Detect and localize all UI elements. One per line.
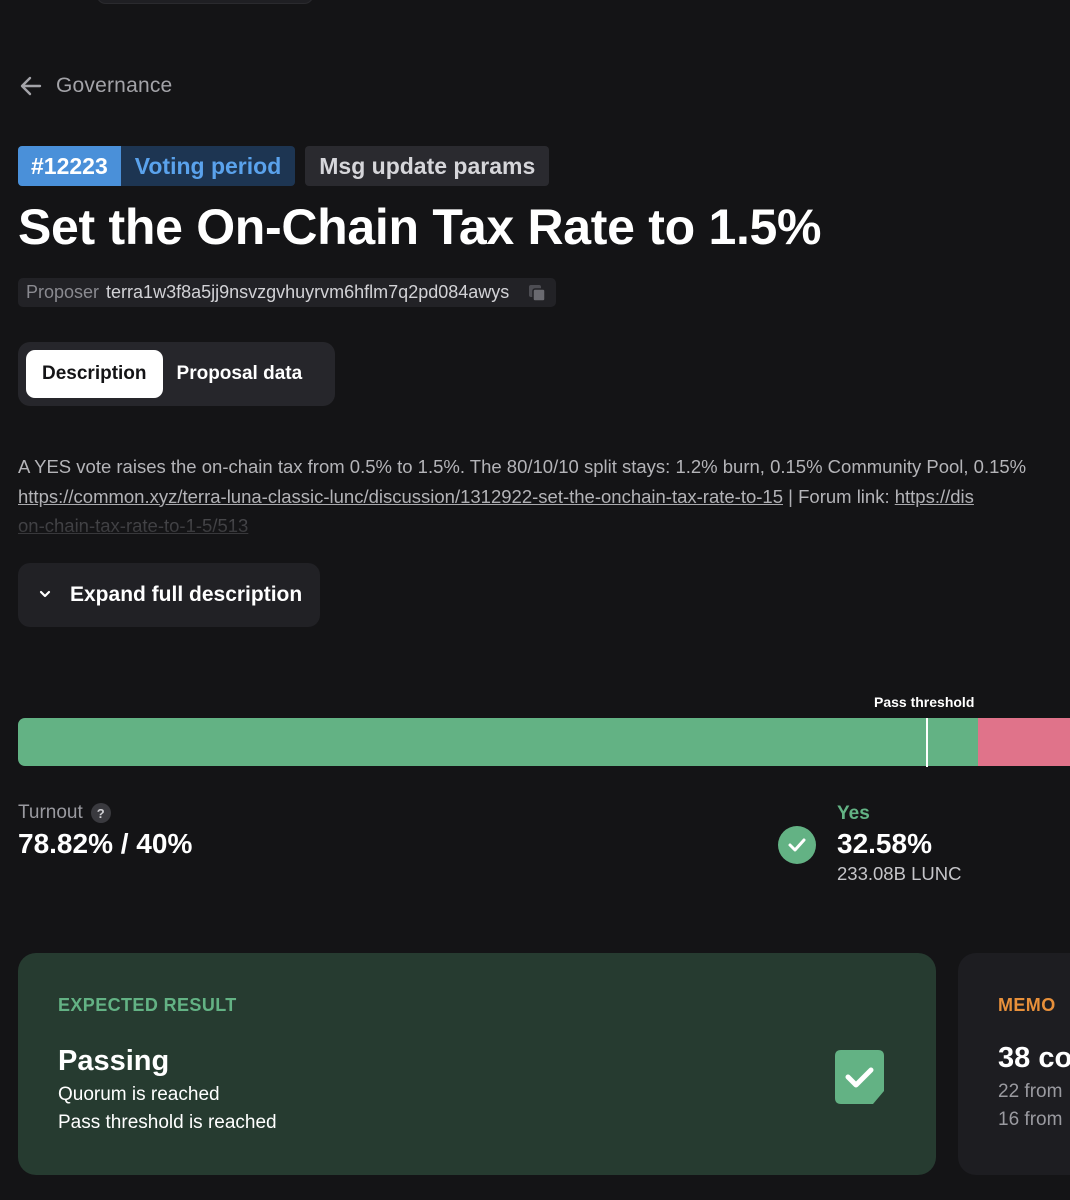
status-badge: Voting period [120, 146, 296, 186]
id-status-badge: #12223 Voting period [18, 146, 296, 186]
expand-description-button[interactable]: Expand full description [18, 563, 320, 627]
description-line-3: on-chain-tax-rate-to-1-5/513 [18, 511, 1070, 541]
vote-distribution-bar [18, 718, 1070, 766]
proposal-badges: #12223 Voting period Msg update params [18, 146, 550, 186]
yes-amount: 233.08B LUNC [837, 863, 962, 884]
forum-link-label: | Forum link: [783, 485, 895, 507]
no-segment [978, 718, 1070, 766]
proposer-label: Proposer [26, 282, 100, 302]
proposal-title: Set the On-Chain Tax Rate to 1.5% [18, 199, 822, 255]
back-to-governance-link[interactable]: Governance [20, 72, 172, 100]
memo-title: 38 co [998, 1042, 1070, 1074]
yes-segment [18, 718, 979, 766]
threshold-status: Pass threshold is reached [58, 1112, 277, 1133]
forum-link-continued[interactable]: on-chain-tax-rate-to-1-5/513 [18, 515, 249, 536]
yes-percent: 32.58% [837, 828, 932, 859]
tab-proposal-data[interactable]: Proposal data [176, 363, 303, 384]
copy-icon[interactable] [526, 282, 548, 304]
memo-line-2: 16 from [998, 1109, 1063, 1130]
proposal-tabs: Description Proposal data [18, 342, 335, 406]
proposal-type-badge: Msg update params [305, 146, 550, 186]
memo-card: MEMO 38 co 22 from 16 from [958, 953, 1070, 1175]
turnout-label: Turnout ? [18, 802, 111, 824]
expand-description-label: Expand full description [70, 583, 303, 606]
expected-result-card: EXPECTED RESULT Passing Quorum is reache… [18, 953, 936, 1175]
proposal-id-badge: #12223 [18, 146, 121, 186]
turnout-value: 78.82% / 40% [18, 828, 193, 859]
expected-result-heading: EXPECTED RESULT [58, 995, 237, 1015]
expected-result-title: Passing [58, 1045, 170, 1077]
tab-description[interactable]: Description [26, 350, 163, 398]
memo-line-1: 22 from [998, 1081, 1063, 1102]
proposer-address: terra1w3f8a5jj9nsvzgvhuyrvm6hflm7q2pd084… [106, 282, 510, 302]
check-circle-icon [778, 826, 816, 864]
top-header-stub [96, 0, 314, 4]
pass-threshold-marker [926, 718, 929, 767]
pass-threshold-label: Pass threshold [874, 694, 975, 710]
description-line-1: A YES vote raises the on-chain tax from … [18, 456, 1027, 477]
check-square-icon [835, 1050, 884, 1111]
proposer-chip: Proposer terra1w3f8a5jj9nsvzgvhuyrvm6hfl… [18, 278, 557, 307]
back-link-label: Governance [56, 74, 173, 97]
quorum-status: Quorum is reached [58, 1084, 220, 1105]
chevron-down-icon [38, 586, 52, 604]
turnout-label-text: Turnout [18, 802, 83, 823]
description-line-2: https://common.xyz/terra-luna-classic-lu… [18, 482, 1070, 512]
arrow-left-icon [20, 76, 42, 96]
proposal-description: A YES vote raises the on-chain tax from … [18, 452, 1070, 541]
forum-link[interactable]: https://dis [894, 485, 974, 507]
memo-heading: MEMO [998, 995, 1056, 1015]
common-xyz-link[interactable]: https://common.xyz/terra-luna-classic-lu… [18, 485, 784, 507]
help-icon[interactable]: ? [90, 803, 111, 823]
yes-label: Yes [837, 803, 870, 824]
